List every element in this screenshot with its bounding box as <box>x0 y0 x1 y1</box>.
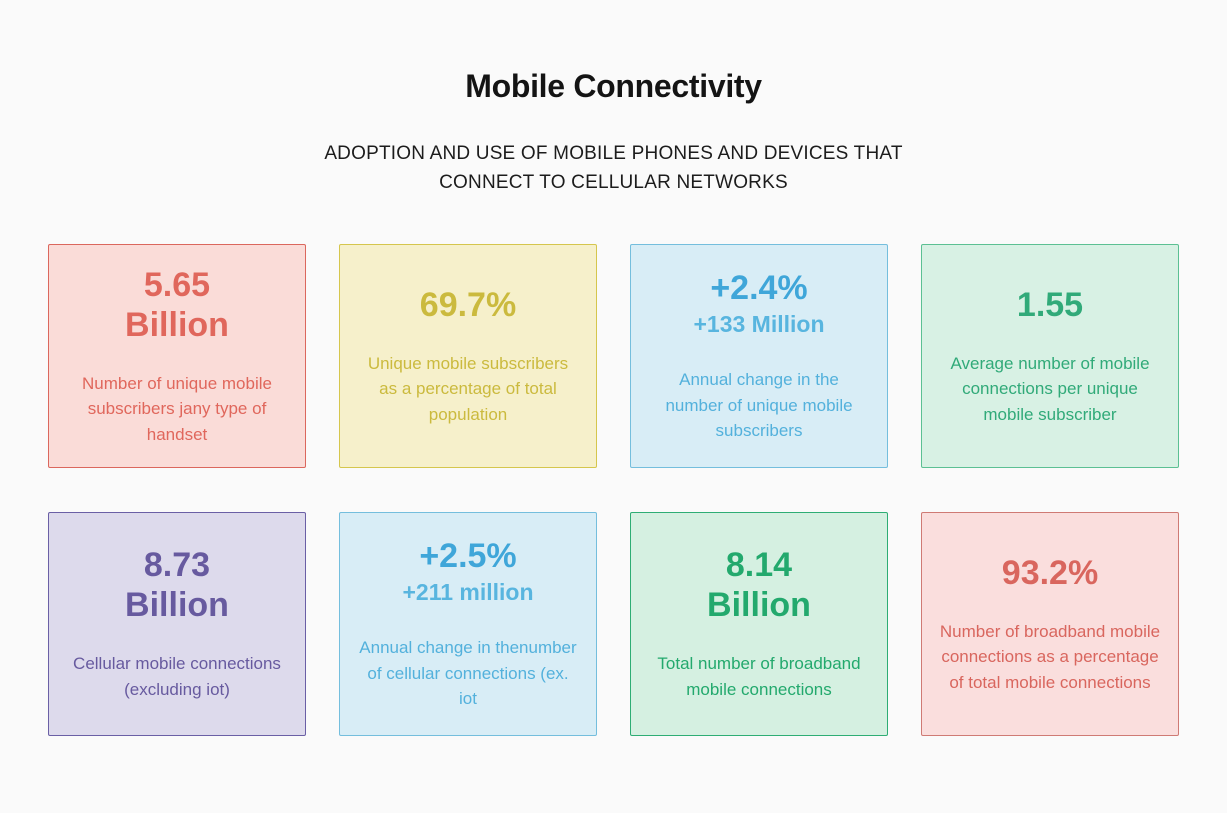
stat-subvalue: +133 Million <box>693 311 825 337</box>
stat-card-subscriber-penetration: 69.7% Unique mobile subscribers as a per… <box>339 243 597 468</box>
stat-value: +2.5% +211 million <box>402 536 533 609</box>
stat-value-line: Billion <box>707 586 811 625</box>
stat-description: Number of unique mobile subscribers jany… <box>82 373 272 444</box>
stat-card-grid: 5.65 Billion Number of unique mobile subs… <box>48 243 1179 736</box>
stat-value-line: +2.4% <box>710 268 808 307</box>
stat-value-line: 93.2% <box>1001 553 1099 592</box>
stat-value: 1.55 <box>1017 285 1083 325</box>
stat-value-line: +2.5% <box>419 536 517 575</box>
stat-value-line: Billion <box>125 305 229 344</box>
stat-card-subscriber-growth: +2.4% +133 Million Annual change in the n… <box>630 243 888 468</box>
stat-value-line: 69.7% <box>419 285 517 324</box>
stat-description: Unique mobile subscribers as a percentag… <box>367 353 569 424</box>
stat-description: Average number of mobile connections per… <box>950 353 1150 424</box>
header: Mobile Connectivity ADOPTION AND USE OF … <box>0 0 1227 198</box>
stat-description: Annual change in the number of unique mo… <box>665 370 853 441</box>
stat-value: 5.65 Billion <box>125 265 229 345</box>
stat-description: Cellular mobile connections (excluding i… <box>73 654 281 699</box>
stat-description: Total number of broadband mobile connect… <box>657 654 861 699</box>
stat-value: +2.4% +133 Million <box>693 268 824 341</box>
stat-value-line: 1.55 <box>1016 285 1084 324</box>
stat-value: 8.73 Billion <box>125 545 229 625</box>
page-subtitle: ADOPTION AND USE OF MOBILE PHONES AND DE… <box>324 143 903 194</box>
stat-value-line: 8.14 <box>725 546 793 585</box>
stat-subvalue: +211 million <box>402 579 534 605</box>
stat-card-unique-subscribers: 5.65 Billion Number of unique mobile subs… <box>48 243 306 468</box>
stat-card-broadband-share: 93.2% Number of broadband mobile connect… <box>921 511 1179 736</box>
stat-value: 69.7% <box>420 285 516 325</box>
stat-description: Number of broadband mobile connections a… <box>939 621 1161 692</box>
stat-value: 93.2% <box>1002 553 1098 593</box>
stat-description: Annual change in thenumber of cellular c… <box>359 638 577 709</box>
stat-card-cellular-connections: 8.73 Billion Cellular mobile connections … <box>48 511 306 736</box>
stat-card-connections-growth: +2.5% +211 million Annual change in thenu… <box>339 511 597 736</box>
stat-value-line: 5.65 <box>143 265 211 304</box>
page-title: Mobile Connectivity <box>465 68 762 104</box>
stat-value: 8.14 Billion <box>707 545 811 625</box>
stat-card-connections-per-subscriber: 1.55 Average number of mobile connection… <box>921 243 1179 468</box>
stat-value-line: 8.73 <box>143 546 211 585</box>
stat-card-broadband-connections: 8.14 Billion Total number of broadband mo… <box>630 511 888 736</box>
stat-value-line: Billion <box>125 586 229 625</box>
